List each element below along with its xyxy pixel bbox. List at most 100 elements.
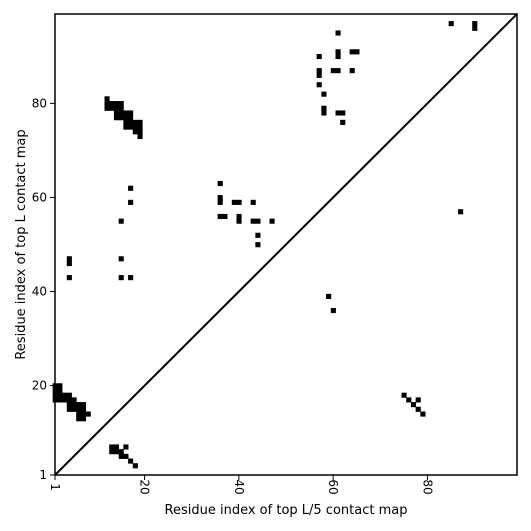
y-tick-label: 40 — [32, 285, 47, 299]
contact-point-upper — [217, 199, 223, 205]
contact-point-upper — [123, 119, 129, 125]
contact-point-lower — [401, 392, 407, 398]
contact-point-upper — [255, 242, 261, 248]
contact-point-upper — [132, 119, 138, 125]
contact-point-upper — [104, 105, 110, 111]
contact-point-upper — [316, 53, 322, 60]
y-tick-label: 80 — [32, 96, 47, 110]
contact-point-upper — [458, 209, 464, 215]
contact-point-upper — [330, 308, 336, 314]
contact-point-upper — [236, 213, 242, 220]
contact-point-upper — [335, 49, 341, 55]
contact-point-upper — [250, 218, 256, 224]
contact-point-upper — [335, 110, 341, 116]
contact-point-lower — [71, 397, 77, 403]
contact-point-upper — [472, 21, 478, 27]
contact-point-upper — [217, 195, 223, 201]
contact-point-upper — [128, 185, 134, 191]
contact-point-lower — [57, 383, 63, 389]
contact-point-upper — [472, 25, 478, 31]
contact-point-lower — [80, 416, 87, 422]
y-axis-label: Residue index of top L contact map — [14, 129, 29, 359]
y-tick-label: 1 — [39, 468, 47, 482]
contact-point-upper — [128, 110, 134, 116]
contact-point-upper — [123, 124, 129, 130]
contact-point-lower — [118, 449, 124, 455]
contact-point-upper — [118, 115, 124, 121]
contact-point-upper — [113, 101, 120, 107]
contact-point-upper — [335, 53, 341, 60]
diagonal-line — [54, 13, 518, 476]
contact-point-upper — [316, 72, 322, 78]
contact-point-lower — [57, 392, 63, 398]
contact-point-lower — [109, 449, 115, 455]
contact-point-upper — [132, 129, 138, 135]
contact-point-lower — [109, 444, 115, 450]
contact-point-upper — [354, 49, 360, 55]
contact-point-upper — [316, 82, 322, 88]
contact-point-lower — [76, 411, 82, 417]
contact-point-upper — [137, 119, 143, 125]
contact-point-upper — [109, 101, 115, 107]
contact-point-upper — [137, 129, 143, 135]
contact-point-lower — [76, 402, 82, 408]
contact-point-lower — [410, 402, 417, 408]
contact-point-upper — [118, 275, 124, 281]
contact-point-upper — [330, 68, 336, 74]
contact-point-upper — [128, 275, 134, 281]
contact-point-lower — [80, 402, 87, 408]
contact-point-lower — [76, 406, 82, 412]
contact-point-upper — [255, 232, 261, 238]
contact-point-upper — [128, 124, 134, 130]
x-tick-label: 80 — [420, 479, 434, 494]
contact-point-upper — [118, 101, 124, 107]
contact-point-upper — [250, 199, 256, 205]
contact-point-upper — [118, 218, 124, 224]
contact-point-upper — [321, 105, 327, 111]
contact-point-upper — [104, 101, 110, 107]
contact-point-lower — [66, 397, 72, 403]
contact-point-upper — [326, 293, 332, 300]
contact-point-upper — [335, 30, 341, 36]
contact-point-lower — [62, 397, 68, 403]
contact-point-lower — [132, 463, 138, 469]
contact-point-upper — [321, 91, 327, 97]
contact-point-upper — [137, 124, 143, 130]
contact-point-upper — [255, 218, 261, 224]
contact-point-lower — [123, 453, 129, 459]
contact-point-upper — [222, 213, 228, 220]
contact-point-upper — [128, 115, 134, 121]
contact-point-lower — [76, 416, 82, 422]
contact-point-upper — [66, 256, 72, 262]
contact-point-upper — [123, 115, 129, 121]
y-tick-label: 20 — [32, 379, 47, 393]
contact-point-lower — [118, 453, 124, 459]
contact-point-upper — [132, 124, 138, 130]
contact-point-lower — [66, 402, 72, 408]
contact-point-upper — [109, 105, 115, 111]
contact-point-upper — [113, 110, 120, 116]
contact-point-lower — [85, 411, 91, 417]
contact-point-lower — [62, 392, 68, 398]
contact-point-upper — [128, 199, 134, 205]
contact-point-upper — [349, 49, 355, 55]
contact-point-upper — [340, 119, 346, 125]
x-tick-label: 40 — [232, 479, 246, 494]
contact-point-lower — [113, 449, 120, 455]
contact-point-lower — [128, 458, 134, 464]
contact-point-lower — [71, 402, 77, 408]
x-tick-label: 60 — [326, 479, 340, 494]
contact-point-lower — [406, 397, 412, 403]
contact-point-upper — [269, 218, 275, 224]
contact-point-lower — [123, 444, 129, 450]
contact-point-upper — [123, 110, 129, 116]
contact-point-upper — [321, 110, 327, 116]
contact-point-upper — [104, 96, 110, 102]
contact-point-upper — [231, 199, 237, 205]
contact-point-upper — [118, 105, 124, 111]
contact-point-upper — [113, 105, 120, 111]
contact-point-lower — [80, 411, 87, 417]
ticks-layer: 1 20 40 60 80 1 20 40 60 80 — [32, 96, 435, 494]
contact-point-lower — [415, 397, 421, 403]
contact-point-lower — [66, 406, 72, 412]
